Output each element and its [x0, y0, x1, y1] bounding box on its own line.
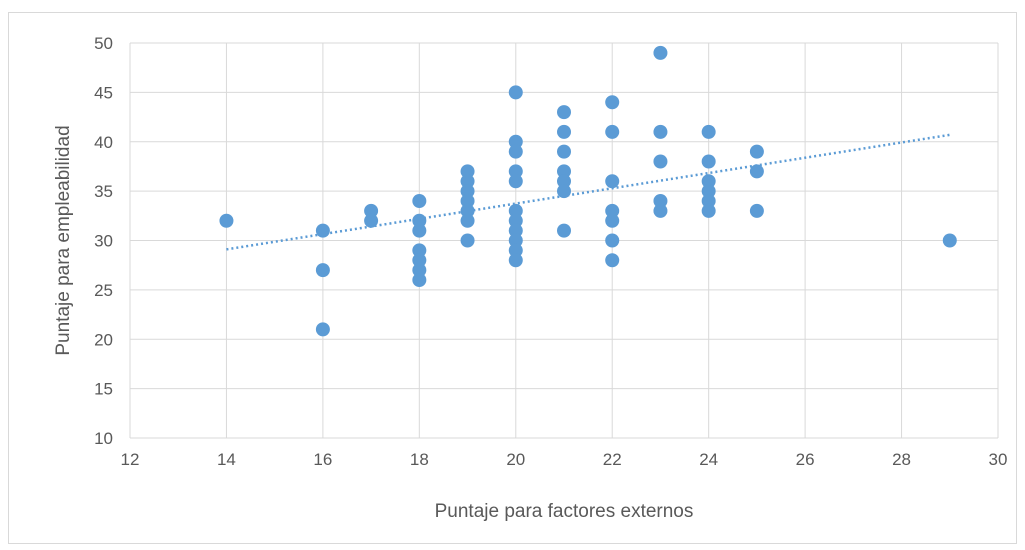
y-tick-label: 20 [94, 330, 113, 349]
tick-labels: 12 14 16 18 20 22 24 26 28 30 10 15 20 25 30 35 40 45 50 [94, 34, 1007, 469]
data-point [653, 203, 668, 218]
data-point [942, 233, 957, 248]
data-point [701, 154, 716, 169]
data-point [412, 194, 427, 208]
data-point [605, 124, 620, 139]
y-tick-label: 50 [94, 34, 113, 53]
data-point [508, 243, 523, 258]
data-point [315, 223, 330, 238]
data-point [508, 253, 523, 268]
x-tick-label: 24 [699, 450, 718, 469]
data-point [701, 124, 716, 139]
data-point [557, 124, 571, 139]
data-point [219, 213, 234, 228]
y-tick-label: 25 [94, 281, 113, 300]
data-point [508, 134, 523, 149]
data-point [701, 203, 716, 218]
x-tick-label: 18 [410, 450, 429, 469]
trendline [226, 133, 950, 251]
data-point [605, 253, 620, 268]
data-point [412, 243, 427, 258]
data-point [460, 164, 475, 179]
y-tick-label: 40 [94, 133, 113, 152]
x-tick-label: 12 [121, 450, 140, 469]
data-point [412, 273, 427, 287]
data-point [653, 124, 668, 139]
data-point [557, 105, 571, 120]
x-axis-title: Puntaje para factores externos [435, 501, 694, 522]
data-point [701, 174, 716, 189]
data-point [412, 223, 427, 238]
gridlines [129, 42, 999, 439]
data-point [315, 263, 330, 278]
data-point [412, 213, 427, 228]
data-point [653, 154, 668, 169]
data-point [605, 213, 620, 228]
trendline-layer [226, 133, 950, 251]
data-point [508, 174, 523, 189]
data-point [460, 203, 475, 218]
x-tick-label: 30 [989, 450, 1008, 469]
data-point [701, 184, 716, 199]
y-tick-label: 35 [94, 182, 113, 201]
x-tick-label: 20 [506, 450, 525, 469]
data-point [460, 233, 475, 248]
data-point [460, 174, 475, 189]
data-point [460, 213, 475, 228]
data-point [508, 85, 523, 100]
data-point [701, 194, 716, 208]
y-tick-label: 45 [94, 83, 113, 102]
data-point [557, 184, 571, 199]
data-point [364, 213, 379, 228]
data-point [557, 223, 571, 238]
y-tick-label: 30 [94, 232, 113, 251]
data-point [460, 194, 475, 208]
data-point [557, 174, 571, 189]
data-point [508, 144, 523, 159]
data-point [364, 203, 379, 218]
data-point [508, 213, 523, 228]
data-points [219, 45, 957, 337]
data-point [653, 45, 668, 60]
data-point [557, 144, 571, 159]
data-point [605, 95, 620, 110]
data-point [508, 223, 523, 238]
data-point [460, 184, 475, 199]
x-tick-label: 28 [892, 450, 911, 469]
data-point [412, 263, 427, 278]
data-point [653, 194, 668, 208]
x-tick-label: 26 [796, 450, 815, 469]
x-tick-label: 16 [313, 450, 332, 469]
data-point [508, 233, 523, 248]
data-point [508, 203, 523, 218]
data-point [749, 144, 764, 159]
data-point [605, 233, 620, 248]
data-point [557, 164, 571, 179]
data-point [605, 174, 620, 189]
y-tick-label: 10 [94, 429, 113, 448]
data-point [315, 322, 330, 337]
data-point [605, 203, 620, 218]
data-point [749, 203, 764, 218]
chart-frame [8, 12, 1017, 544]
y-tick-label: 15 [94, 380, 113, 399]
data-point [508, 164, 523, 179]
data-point [412, 253, 427, 268]
x-tick-label: 14 [217, 450, 236, 469]
y-axis-title: Puntaje para empleabilidad [53, 125, 74, 355]
data-point [749, 164, 764, 179]
x-tick-label: 22 [603, 450, 622, 469]
